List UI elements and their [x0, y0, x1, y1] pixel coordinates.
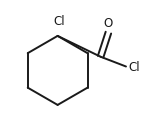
Text: Cl: Cl [128, 61, 140, 74]
Text: O: O [104, 17, 113, 30]
Text: Cl: Cl [53, 15, 65, 28]
